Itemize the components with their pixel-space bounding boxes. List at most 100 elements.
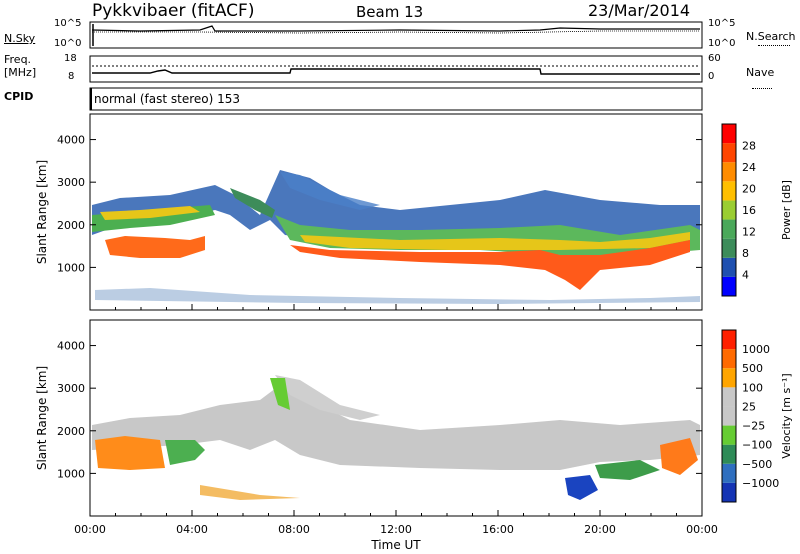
colorbar-tick-velocity-2: 100 (742, 381, 763, 394)
freq-panel-frame (89, 55, 703, 83)
power-lower-scatter (95, 288, 700, 304)
noise-sky-trace (91, 25, 700, 32)
freq-tick-right-bottom: 0 (708, 71, 715, 82)
colorbar-segment-velocity-4 (722, 406, 736, 426)
colorbar-segment-velocity-2 (722, 444, 736, 464)
velocity-grey-band (92, 385, 700, 470)
power-yellow-band-2 (300, 232, 690, 250)
colorbar-segment-power-7 (722, 143, 736, 163)
y-axis-label-power: Slant Range [km] (35, 160, 49, 264)
x-tick-label-6: 00:00 (686, 523, 718, 536)
colorbar-segment-power-6 (722, 162, 736, 182)
freq-tick-right-top: 60 (708, 53, 721, 64)
freq-tick-left-top: 18 (64, 53, 77, 64)
noise-search-trace (92, 30, 700, 34)
x-tick-label-3: 12:00 (380, 523, 412, 536)
velocity-upper-scatter (275, 375, 380, 420)
y-tick-label-power-4000: 4000 (57, 134, 85, 147)
colorbar-segment-velocity-6 (722, 368, 736, 388)
colorbar-tick-power-2: 12 (742, 226, 756, 239)
x-tick-label-5: 20:00 (584, 523, 616, 536)
power-upper-scatter (280, 172, 380, 210)
colorbar-frame-velocity (721, 329, 737, 503)
y-tick-label-power-1000: 1000 (57, 261, 85, 274)
y-tick-label-power-2000: 2000 (57, 219, 85, 232)
colorbar-segment-power-4 (722, 200, 736, 220)
colorbar-segment-velocity-0 (722, 482, 736, 502)
velocity-orange-left (95, 436, 165, 470)
colorbar-segment-velocity-8 (722, 330, 736, 350)
colorbar-tick-power-3: 16 (742, 204, 756, 217)
power-panel (89, 113, 703, 311)
colorbar-tick-power-4: 20 (742, 183, 756, 196)
colorbar-tick-power-6: 28 (742, 140, 756, 153)
x-tick-label-0: 00:00 (74, 523, 106, 536)
colorbar-segment-velocity-1 (722, 463, 736, 483)
velocity-orange-right (660, 438, 698, 475)
power-yellow-band (100, 206, 200, 220)
velocity-green-right (595, 460, 660, 480)
x-axis-label: Time UT (370, 538, 421, 552)
colorbar-tick-velocity-6: −500 (742, 458, 772, 471)
power-red-band-left (105, 236, 205, 258)
y-axis-label-velocity: Slant Range [km] (35, 366, 49, 470)
colorbar-segment-power-1 (722, 257, 736, 277)
nave-label: Nave (746, 66, 775, 79)
colorbar-tick-velocity-5: −100 (742, 439, 772, 452)
colorbar-tick-velocity-1: 500 (742, 362, 763, 375)
noise-tick-left-bottom: 10^0 (54, 38, 82, 49)
colorbar-label-power: Power [dB] (780, 180, 793, 240)
y-tick-label-velocity-3000: 3000 (57, 382, 85, 395)
x-tick-label-1: 04:00 (176, 523, 208, 536)
freq-label: Freq. (4, 53, 32, 66)
nsearch-legend-line (758, 45, 790, 46)
colorbar-segment-power-8 (722, 124, 736, 144)
x-tick-label-4: 16:00 (482, 523, 514, 536)
colorbar-segment-velocity-5 (722, 387, 736, 407)
power-red-band (290, 240, 690, 290)
velocity-green-spot (270, 378, 290, 410)
mhz-label: [MHz] (4, 66, 37, 79)
y-tick-label-velocity-2000: 2000 (57, 425, 85, 438)
velocity-green-left (165, 440, 205, 465)
noise-tick-right-bottom: 10^0 (708, 38, 736, 49)
colorbar-tick-velocity-4: −25 (742, 420, 765, 433)
freq-trace (92, 68, 700, 75)
colorbar-tick-velocity-0: 1000 (742, 343, 770, 356)
cpid-text: normal (fast stereo) 153 (94, 92, 241, 106)
colorbar-tick-power-5: 24 (742, 161, 756, 174)
noise-tick-right-top: 10^5 (708, 18, 736, 29)
colorbar-segment-power-2 (722, 238, 736, 258)
cpid-label: CPID (4, 90, 34, 103)
noise-tick-left-top: 10^5 (54, 18, 82, 29)
freq-tick-left-bottom: 8 (68, 71, 75, 82)
colorbar-tick-power-0: 4 (742, 269, 749, 282)
power-upper-wisp (230, 188, 275, 218)
colorbar-segment-velocity-3 (722, 425, 736, 445)
nsearch-label: N.Search (746, 30, 796, 43)
colorbar-tick-velocity-7: −1000 (742, 477, 779, 490)
noise-panel-frame (89, 21, 703, 49)
colorbar-tick-power-1: 8 (742, 247, 749, 260)
colorbar-segment-velocity-7 (722, 349, 736, 369)
cpid-panel-frame (89, 87, 703, 111)
nsky-label: N.Sky (4, 32, 36, 45)
date-label: 23/Mar/2014 (588, 1, 691, 20)
y-tick-label-power-3000: 3000 (57, 176, 85, 189)
velocity-blue-spot (565, 475, 598, 500)
y-tick-label-velocity-1000: 1000 (57, 467, 85, 480)
velocity-lower-scatter (200, 485, 300, 500)
colorbar-tick-velocity-3: 25 (742, 400, 756, 413)
colorbar-segment-power-5 (722, 181, 736, 201)
y-tick-label-velocity-4000: 4000 (57, 340, 85, 353)
colorbar-segment-power-3 (722, 219, 736, 239)
velocity-panel (89, 319, 703, 517)
colorbar-label-velocity: Velocity [m s⁻¹] (780, 373, 793, 458)
plot-title: Pykkvibaer (fitACF) (92, 1, 255, 21)
colorbar-segment-power-0 (722, 276, 736, 296)
colorbar-frame-power (721, 123, 737, 297)
nave-legend-line (752, 88, 772, 89)
x-tick-label-2: 08:00 (278, 523, 310, 536)
